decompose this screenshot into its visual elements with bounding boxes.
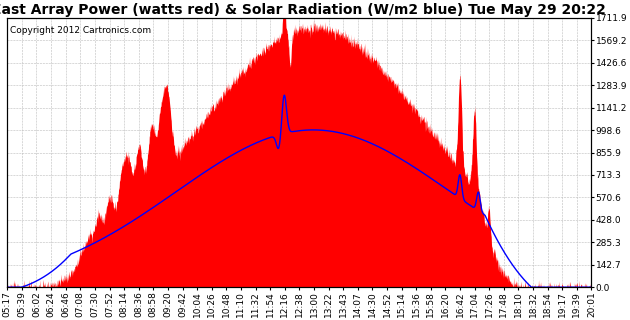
Text: Copyright 2012 Cartronics.com: Copyright 2012 Cartronics.com xyxy=(10,26,151,35)
Title: East Array Power (watts red) & Solar Radiation (W/m2 blue) Tue May 29 20:22: East Array Power (watts red) & Solar Rad… xyxy=(0,3,606,17)
